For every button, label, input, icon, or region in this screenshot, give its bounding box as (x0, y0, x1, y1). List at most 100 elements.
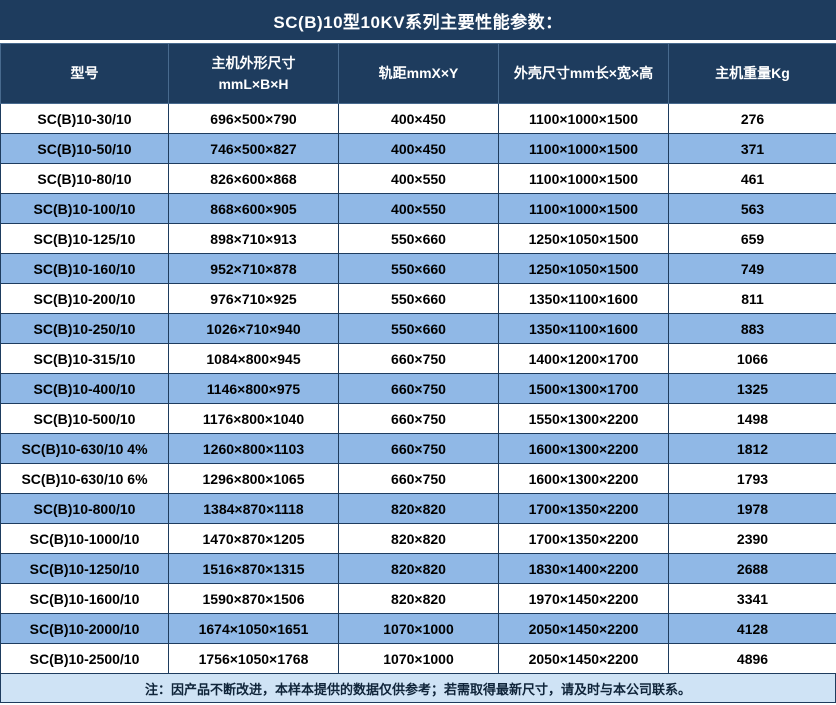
table-cell: 1325 (668, 373, 836, 404)
table-cell: 1066 (668, 343, 836, 374)
table-cell: 1176×800×1040 (168, 403, 339, 434)
table-cell: 1978 (668, 493, 836, 524)
table-cell: 550×660 (338, 223, 499, 254)
table-cell: SC(B)10-100/10 (0, 193, 169, 224)
table-cell: 1812 (668, 433, 836, 464)
table-cell: 898×710×913 (168, 223, 339, 254)
table-cell: 1700×1350×2200 (498, 523, 669, 554)
table-cell: 2688 (668, 553, 836, 584)
table-cell: SC(B)10-630/10 6% (0, 463, 169, 494)
table-cell: 1070×1000 (338, 643, 499, 674)
table-cell: 550×660 (338, 283, 499, 314)
table-row: SC(B)10-630/10 6% 1296×800×1065 660×750 160… (0, 463, 836, 494)
table-row: SC(B)10-2500/10 1756×1050×1768 1070×1000 20… (0, 643, 836, 674)
table-row: SC(B)10-1600/10 1590×870×1506 820×820 1970×… (0, 583, 836, 614)
table-cell: SC(B)10-1600/10 (0, 583, 169, 614)
table-row: SC(B)10-30/10 696×500×790 400×450 1100×1000… (0, 103, 836, 134)
table-cell: 1070×1000 (338, 613, 499, 644)
table-cell: 1100×1000×1500 (498, 103, 669, 134)
table-cell: 1600×1300×2200 (498, 463, 669, 494)
col-header-weight: 主机重量Kg (668, 43, 836, 104)
table-cell: 1250×1050×1500 (498, 253, 669, 284)
table-cell: 3341 (668, 583, 836, 614)
table-cell: 461 (668, 163, 836, 194)
table-cell: 1146×800×975 (168, 373, 339, 404)
table-cell: SC(B)10-400/10 (0, 373, 169, 404)
table-cell: 660×750 (338, 403, 499, 434)
table-row: SC(B)10-1250/10 1516×870×1315 820×820 1830×… (0, 553, 836, 584)
table-cell: 746×500×827 (168, 133, 339, 164)
table-cell: SC(B)10-250/10 (0, 313, 169, 344)
table-cell: 550×660 (338, 253, 499, 284)
table-cell: 883 (668, 313, 836, 344)
table-row: SC(B)10-315/10 1084×800×945 660×750 1400×12… (0, 343, 836, 374)
table-cell: 550×660 (338, 313, 499, 344)
table-cell: 276 (668, 103, 836, 134)
table-cell: SC(B)10-160/10 (0, 253, 169, 284)
table-cell: 1600×1300×2200 (498, 433, 669, 464)
table-cell: SC(B)10-50/10 (0, 133, 169, 164)
col-header-model: 型号 (0, 43, 169, 104)
table-cell: SC(B)10-630/10 4% (0, 433, 169, 464)
table-cell: 952×710×878 (168, 253, 339, 284)
table-cell: 826×600×868 (168, 163, 339, 194)
table-cell: 2050×1450×2200 (498, 613, 669, 644)
table-body: SC(B)10-30/10 696×500×790 400×450 1100×1000… (0, 103, 836, 674)
table-cell: SC(B)10-80/10 (0, 163, 169, 194)
table-cell: 660×750 (338, 343, 499, 374)
table-cell: 660×750 (338, 433, 499, 464)
col-header-main-dimensions: 主机外形尺寸 mmL×B×H (168, 43, 339, 104)
table-cell: 1516×870×1315 (168, 553, 339, 584)
spec-table: 型号 主机外形尺寸 mmL×B×H 轨距mmX×Y 外壳尺寸mm长×宽×高 主机… (0, 43, 836, 674)
col-header-shell-dimensions: 外壳尺寸mm长×宽×高 (498, 43, 669, 104)
table-cell: 1100×1000×1500 (498, 163, 669, 194)
table-cell: 4128 (668, 613, 836, 644)
table-cell: 1700×1350×2200 (498, 493, 669, 524)
table-cell: 1550×1300×2200 (498, 403, 669, 434)
table-cell: 1384×870×1118 (168, 493, 339, 524)
table-cell: 1830×1400×2200 (498, 553, 669, 584)
table-cell: 1350×1100×1600 (498, 283, 669, 314)
table-cell: 400×550 (338, 193, 499, 224)
table-cell: 659 (668, 223, 836, 254)
table-cell: 811 (668, 283, 836, 314)
footer-note: 注：因产品不断改进，本样本提供的数据仅供参考；若需取得最新尺寸，请及时与本公司联… (0, 674, 836, 703)
table-row: SC(B)10-2000/10 1674×1050×1651 1070×1000 20… (0, 613, 836, 644)
col-header-track-gauge: 轨距mmX×Y (338, 43, 499, 104)
table-cell: 1100×1000×1500 (498, 133, 669, 164)
table-cell: 4896 (668, 643, 836, 674)
table-row: SC(B)10-80/10 826×600×868 400×550 1100×1000… (0, 163, 836, 194)
table-cell: 1498 (668, 403, 836, 434)
table-cell: 820×820 (338, 493, 499, 524)
table-cell: SC(B)10-2000/10 (0, 613, 169, 644)
table-cell: 371 (668, 133, 836, 164)
table-cell: 1084×800×945 (168, 343, 339, 374)
table-cell: 1470×870×1205 (168, 523, 339, 554)
table-cell: SC(B)10-30/10 (0, 103, 169, 134)
table-cell: 820×820 (338, 523, 499, 554)
page-title: SC(B)10型10KV系列主要性能参数： (0, 0, 836, 40)
table-cell: 1026×710×940 (168, 313, 339, 344)
table-row: SC(B)10-500/10 1176×800×1040 660×750 1550×1… (0, 403, 836, 434)
table-cell: SC(B)10-125/10 (0, 223, 169, 254)
table-cell: 749 (668, 253, 836, 284)
table-row: SC(B)10-630/10 4% 1260×800×1103 660×750 160… (0, 433, 836, 464)
table-cell: 400×450 (338, 103, 499, 134)
table-cell: SC(B)10-1000/10 (0, 523, 169, 554)
table-row: SC(B)10-250/10 1026×710×940 550×660 1350×11… (0, 313, 836, 344)
table-cell: 400×450 (338, 133, 499, 164)
table-cell: 660×750 (338, 463, 499, 494)
table-cell: 1296×800×1065 (168, 463, 339, 494)
table-row: SC(B)10-1000/10 1470×870×1205 820×820 1700×… (0, 523, 836, 554)
table-cell: 2050×1450×2200 (498, 643, 669, 674)
table-cell: SC(B)10-800/10 (0, 493, 169, 524)
table-cell: SC(B)10-200/10 (0, 283, 169, 314)
table-cell: 1250×1050×1500 (498, 223, 669, 254)
table-cell: SC(B)10-315/10 (0, 343, 169, 374)
table-cell: 976×710×925 (168, 283, 339, 314)
table-cell: 820×820 (338, 583, 499, 614)
table-cell: 1793 (668, 463, 836, 494)
table-cell: 660×750 (338, 373, 499, 404)
header-row: 型号 主机外形尺寸 mmL×B×H 轨距mmX×Y 外壳尺寸mm长×宽×高 主机… (0, 43, 836, 104)
